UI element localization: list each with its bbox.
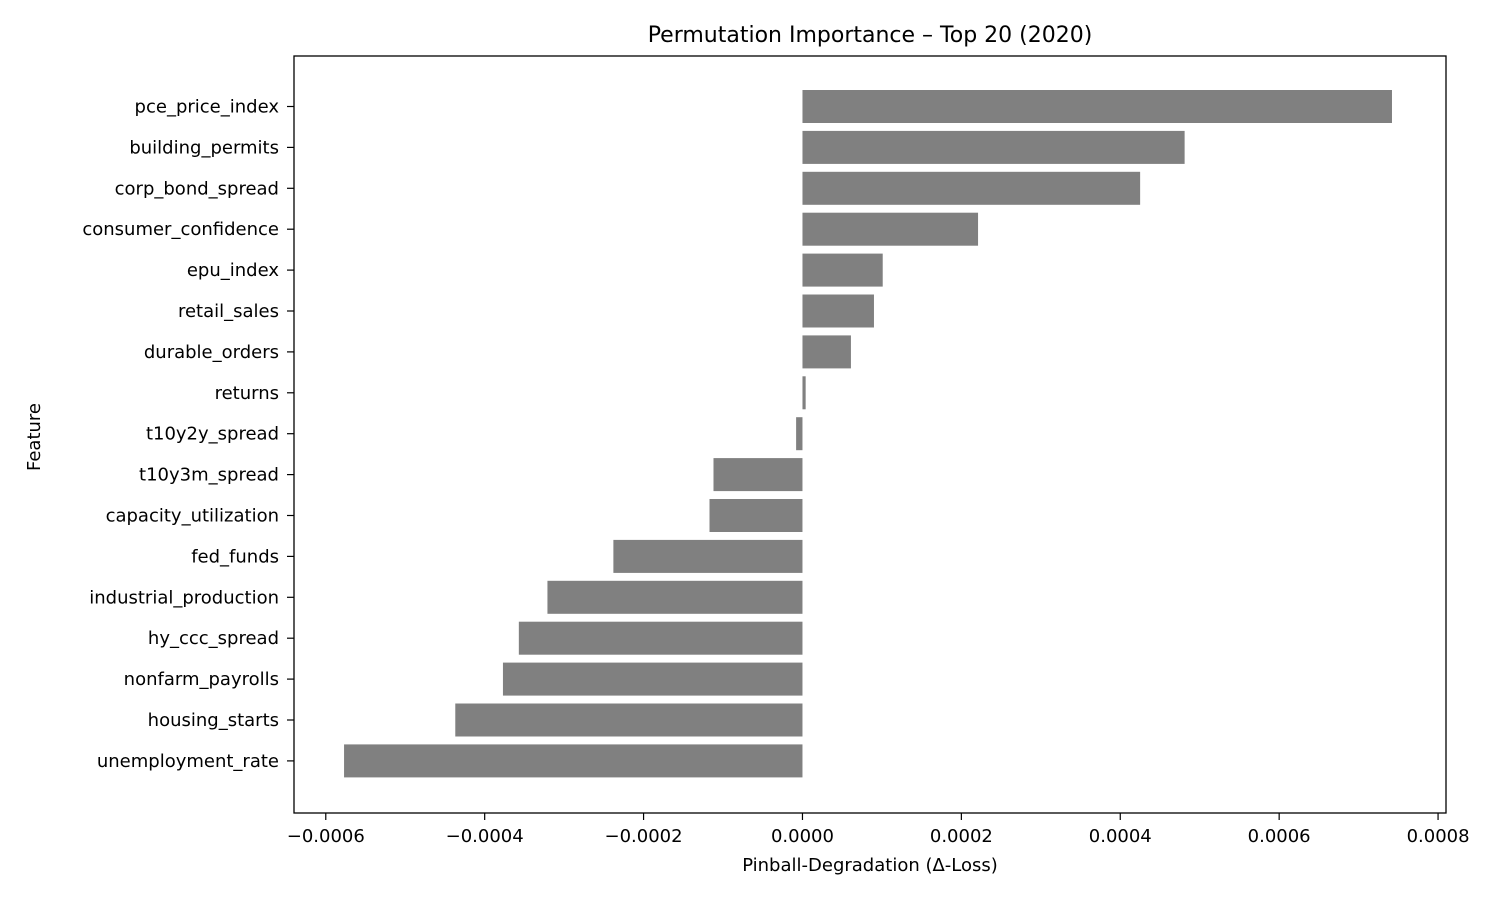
bar-pce-price-index bbox=[802, 90, 1392, 123]
y-axis: pce_price_index building_permits corp_bond… bbox=[82, 97, 294, 772]
bar-nonfarm-payrolls bbox=[502, 662, 803, 696]
y-tick-label: consumer_confidence bbox=[82, 219, 279, 240]
x-tick-label: 0.0002 bbox=[930, 826, 993, 847]
bar-consumer-confidence bbox=[802, 212, 979, 246]
y-tick-label: retail_sales bbox=[178, 301, 279, 322]
y-tick-label: unemployment_rate bbox=[97, 751, 279, 772]
bar-housing-starts bbox=[455, 703, 803, 737]
y-tick-label: housing_starts bbox=[148, 710, 279, 731]
bar-hy-ccc-spread bbox=[518, 621, 803, 655]
bar-epu-index bbox=[802, 253, 883, 287]
x-tick-label: 0.0000 bbox=[771, 826, 834, 847]
y-tick-label: building_permits bbox=[129, 137, 279, 158]
bar-durable-orders bbox=[802, 335, 851, 369]
bar-fed-funds bbox=[613, 539, 803, 573]
y-tick-label: t10y2y_spread bbox=[146, 424, 279, 445]
bar-corp-bond-spread bbox=[802, 171, 1141, 205]
y-tick-label: epu_index bbox=[187, 260, 280, 281]
x-tick-label: 0.0008 bbox=[1407, 826, 1470, 847]
bar-unemployment-rate bbox=[344, 744, 803, 778]
y-tick-label: fed_funds bbox=[191, 546, 279, 567]
x-tick-label: −0.0006 bbox=[287, 826, 365, 847]
x-tick-label: −0.0002 bbox=[605, 826, 683, 847]
x-axis-title: Pinball-Degradation (Δ-Loss) bbox=[742, 855, 998, 876]
y-tick-label: corp_bond_spread bbox=[115, 178, 279, 199]
x-axis: −0.0006 −0.0004 −0.0002 0.0000 0.0002 0.0004 0… bbox=[287, 813, 1470, 847]
y-tick-label: hy_ccc_spread bbox=[148, 628, 279, 649]
bar-capacity-utilization bbox=[709, 499, 803, 532]
y-tick-label: capacity_utilization bbox=[106, 506, 279, 527]
y-tick-label: returns bbox=[215, 383, 279, 404]
y-axis-title: Feature bbox=[24, 403, 45, 471]
bar-t10y3m-spread bbox=[713, 458, 803, 492]
bar-returns bbox=[802, 376, 806, 410]
bar-industrial-production bbox=[547, 580, 803, 614]
y-tick-label: industrial_production bbox=[89, 587, 279, 608]
x-tick-label: −0.0004 bbox=[446, 826, 524, 847]
bars-layer bbox=[344, 90, 1392, 778]
y-tick-label: t10y3m_spread bbox=[139, 465, 279, 486]
x-tick-label: 0.0004 bbox=[1089, 826, 1152, 847]
bar-t10y2y-spread bbox=[796, 417, 803, 451]
chart-title: Permutation Importance – Top 20 (2020) bbox=[648, 23, 1093, 48]
plot-frame bbox=[293, 55, 1447, 814]
y-tick-label: pce_price_index bbox=[135, 97, 280, 118]
bar-building-permits bbox=[802, 130, 1185, 164]
y-tick-label: nonfarm_payrolls bbox=[124, 669, 279, 690]
bar-retail-sales bbox=[802, 294, 874, 328]
x-tick-label: 0.0006 bbox=[1248, 826, 1311, 847]
y-tick-label: durable_orders bbox=[144, 342, 279, 363]
